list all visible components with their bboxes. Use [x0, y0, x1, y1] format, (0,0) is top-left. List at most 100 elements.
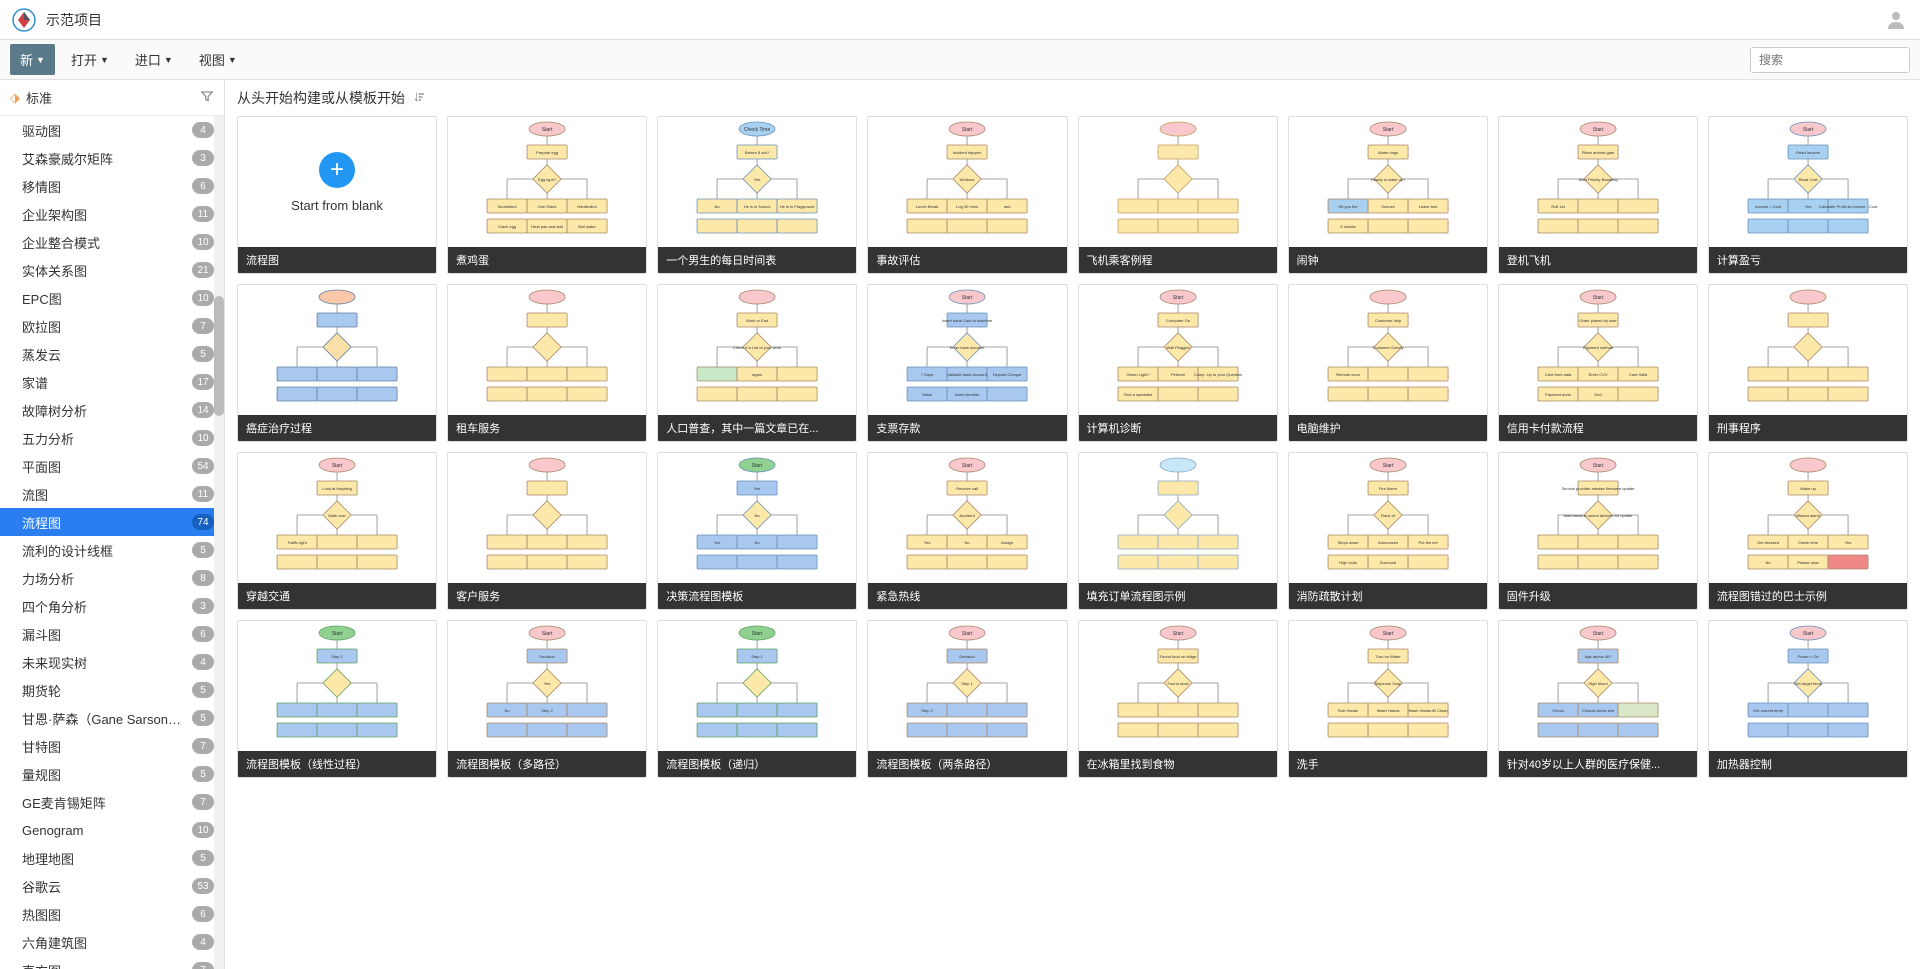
category-item[interactable]: 移情图6 [0, 172, 224, 200]
open-button[interactable]: 打开▼ [61, 44, 119, 75]
template-card[interactable]: StartFound food on fridgeFound mold在冰箱里找… [1078, 620, 1278, 778]
template-card[interactable]: Wake upMissed alarmGet dressedCheck time… [1708, 452, 1908, 610]
category-item[interactable]: 艾森豪威尔矩阵3 [0, 144, 224, 172]
svg-text:Yes: Yes [754, 486, 761, 491]
category-item[interactable]: 力场分析8 [0, 564, 224, 592]
category-item[interactable]: 四个角分析3 [0, 592, 224, 620]
category-item[interactable]: EPC图10 [0, 284, 224, 312]
category-count-badge: 3 [192, 150, 214, 166]
search-input[interactable] [1750, 47, 1910, 73]
svg-text:7 Days: 7 Days [921, 372, 933, 377]
category-item[interactable]: 欧拉图7 [0, 312, 224, 340]
flowchart-thumb [1079, 453, 1277, 583]
category-item[interactable]: 家谱17 [0, 368, 224, 396]
category-label: 六角建筑图 [22, 933, 192, 952]
template-card[interactable]: 飞机乘客例程 [1078, 116, 1278, 274]
template-label: 穿越交通 [238, 583, 436, 609]
template-card[interactable]: 租车服务 [447, 284, 647, 442]
new-button[interactable]: 新▼ [10, 44, 55, 75]
template-card[interactable]: StartLook at bicyclingWalk overTraffic l… [237, 452, 437, 610]
category-item[interactable]: 地理地图5 [0, 844, 224, 872]
svg-text:Ready to wake up?: Ready to wake up? [1371, 177, 1406, 182]
category-item[interactable]: 流利的设计线框5 [0, 536, 224, 564]
flowchart-thumb [1709, 285, 1907, 415]
category-item[interactable]: 驱动图4 [0, 116, 224, 144]
template-card[interactable]: 客户服务 [447, 452, 647, 610]
filter-icon[interactable] [200, 89, 214, 106]
template-card[interactable]: StartYesNoYesNo决策流程图模板 [657, 452, 857, 610]
category-item[interactable]: 甘恩·萨森（Gane Sarson）图5 [0, 704, 224, 732]
svg-text:Find a specialist: Find a specialist [1123, 392, 1153, 397]
template-card[interactable]: StartInsert bank Card to machineEnter ba… [867, 284, 1067, 442]
template-card[interactable]: StartStep 1流程图模板（线性过程） [237, 620, 437, 778]
template-thumb: Customer helpCustomer SurveyRemote conn [1289, 285, 1487, 415]
template-card[interactable]: Check TimeBefore 8 am?YesNoHe is in Scho… [657, 116, 857, 274]
category-count-badge: 7 [192, 318, 214, 334]
template-card[interactable]: StartStep 1流程图模板（递归） [657, 620, 857, 778]
category-item[interactable]: 企业架构图11 [0, 200, 224, 228]
scrollbar-thumb[interactable] [214, 296, 224, 416]
category-item[interactable]: 六角建筑图4 [0, 928, 224, 956]
template-card[interactable]: StartOrder placed by userPayment methodC… [1498, 284, 1698, 442]
template-card[interactable]: StartPower = OnGet target tempGet curren… [1708, 620, 1908, 778]
template-card[interactable]: 填充订单流程图示例 [1078, 452, 1278, 610]
category-item[interactable]: 流程图74 [0, 508, 224, 536]
template-card[interactable]: StartReceive callAccidentYesNoAssign紧急热线 [867, 452, 1067, 610]
category-label: 家谱 [22, 373, 192, 392]
template-card[interactable]: StartDecisionYesNoStep 2流程图模板（多路径） [447, 620, 647, 778]
category-item[interactable]: 谷歌云53 [0, 872, 224, 900]
category-item[interactable]: 期货轮5 [0, 676, 224, 704]
template-card[interactable]: StartTurn on WaterDispense SoapRub Hands… [1288, 620, 1488, 778]
blank-text: Start from blank [291, 198, 383, 213]
category-item[interactable]: 五力分析10 [0, 424, 224, 452]
svg-text:No: No [1765, 560, 1771, 565]
template-thumb: StartFire AlarmRank ofSteps downAnnounce… [1289, 453, 1487, 583]
user-icon[interactable] [1884, 8, 1908, 32]
category-item[interactable]: 平面图54 [0, 452, 224, 480]
svg-text:Look at bicycling: Look at bicycling [322, 486, 352, 491]
svg-text:Start: Start [1593, 127, 1604, 133]
template-thumb: StartReceive callAccidentYesNoAssign [868, 453, 1066, 583]
template-label: 计算盈亏 [1709, 247, 1907, 273]
template-label: 决策流程图模板 [658, 583, 856, 609]
template-card[interactable]: +Start from blank流程图 [237, 116, 437, 274]
svg-text:Get current temp: Get current temp [1753, 708, 1784, 713]
category-item[interactable]: GE麦肯锡矩阵7 [0, 788, 224, 816]
category-item[interactable]: 热图图6 [0, 900, 224, 928]
template-card[interactable]: StartComputer OnWall PluggedGreen Light?… [1078, 284, 1278, 442]
category-label: 流图 [22, 485, 192, 504]
import-button[interactable]: 进口▼ [125, 44, 183, 75]
template-thumb: StartTurn on WaterDispense SoapRub Hands… [1289, 621, 1487, 751]
category-item[interactable]: 漏斗图6 [0, 620, 224, 648]
template-card[interactable]: StartFire AlarmRank ofSteps downAnnounce… [1288, 452, 1488, 610]
category-count-badge: 11 [192, 206, 214, 222]
template-card[interactable]: StartAge above 40?High bloodCheckClinica… [1498, 620, 1698, 778]
category-item[interactable]: 实体关系图21 [0, 256, 224, 284]
template-card[interactable]: 癌症治疗过程 [237, 284, 437, 442]
category-item[interactable]: 蒸发云5 [0, 340, 224, 368]
template-card[interactable]: StartPlane arrived gateStart Priority Bo… [1498, 116, 1698, 274]
sort-icon[interactable] [413, 91, 425, 106]
template-card[interactable]: StartAlarm ringsReady to wake up?Hit you… [1288, 116, 1488, 274]
template-card[interactable]: 刑事程序 [1708, 284, 1908, 442]
template-card[interactable]: StartService provider release firmware u… [1498, 452, 1698, 610]
template-card[interactable]: Customer helpCustomer SurveyRemote conn电… [1288, 284, 1488, 442]
category-item[interactable]: 量规图5 [0, 760, 224, 788]
template-card[interactable]: StartIncident happenWorkoutLunch BreakLo… [867, 116, 1067, 274]
category-item[interactable]: 直方图7 [0, 956, 224, 969]
category-item[interactable]: 故障树分析14 [0, 396, 224, 424]
flowchart-thumb: StartService provider release firmware u… [1499, 453, 1697, 583]
template-card[interactable]: StartRead IncomeRead CostIncome > CostYe… [1708, 116, 1908, 274]
template-card[interactable]: Work or EndCheck if a List of your worka… [657, 284, 857, 442]
category-item[interactable]: 未来现实树4 [0, 648, 224, 676]
template-label: 洗手 [1289, 751, 1487, 777]
template-card[interactable]: StartDecisionStep 1Step 2流程图模板（两条路径） [867, 620, 1067, 778]
category-item[interactable]: 流图11 [0, 480, 224, 508]
view-button[interactable]: 视图▼ [189, 44, 247, 75]
category-item[interactable]: 企业整合模式10 [0, 228, 224, 256]
svg-text:Get target temp: Get target temp [1794, 681, 1823, 686]
category-item[interactable]: Genogram10 [0, 816, 224, 844]
category-item[interactable]: 甘特图7 [0, 732, 224, 760]
template-thumb: StartDecisionStep 1Step 2 [868, 621, 1066, 751]
template-card[interactable]: StartPrepare eggEgg type?ScrambledOne Si… [447, 116, 647, 274]
